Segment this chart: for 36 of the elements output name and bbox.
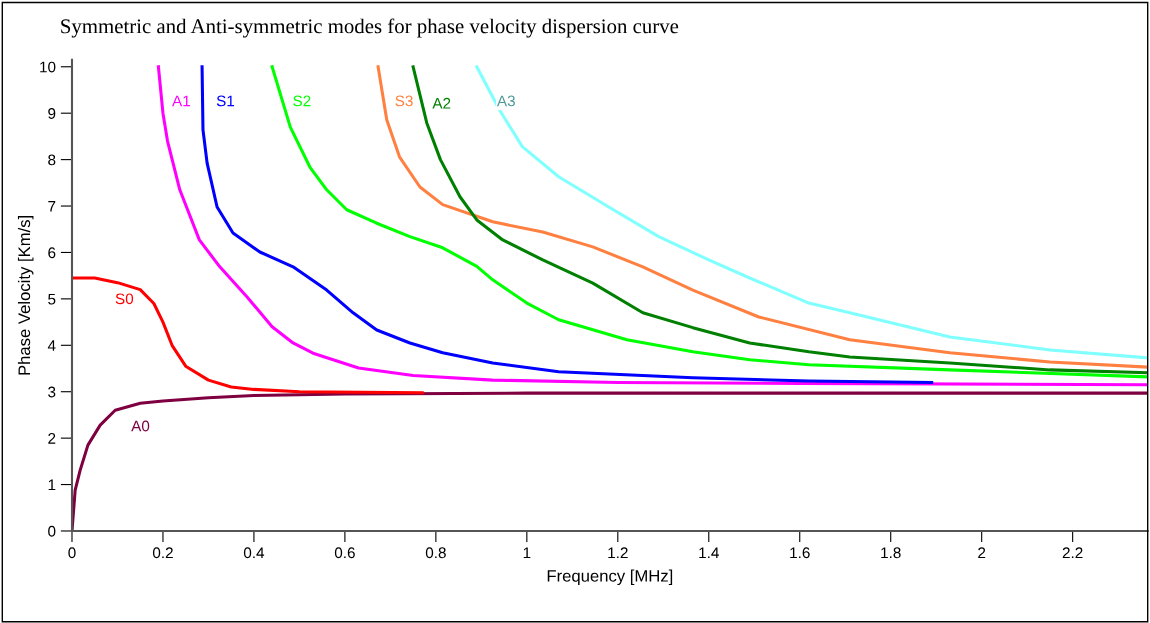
- y-tick-label: 6: [48, 247, 56, 259]
- x-tick-label: 2: [978, 547, 986, 559]
- y-tick-label: 4: [47, 340, 56, 351]
- x-tick-label: 0.2: [152, 547, 173, 559]
- series-label: S1: [216, 95, 235, 107]
- x-tick-label: 2.2: [1062, 547, 1083, 559]
- x-tick-label: 1.4: [699, 547, 719, 559]
- series-label: A0: [131, 420, 150, 432]
- y-tick-label: 5: [48, 293, 56, 305]
- y-tick-label: 3: [48, 386, 56, 398]
- series-label: A1: [172, 95, 190, 107]
- y-tick-label: 8: [48, 154, 56, 166]
- y-tick-label: 0: [48, 525, 56, 537]
- x-axis-title: Frequency [MHz]: [547, 569, 673, 586]
- x-tick-label: 0.4: [243, 547, 265, 559]
- y-axis-title: Phase Velocity [Km/s]: [17, 215, 34, 375]
- y-tick-label: 2: [48, 433, 56, 444]
- x-tick-label: 1: [523, 547, 531, 559]
- series-label: A3: [496, 95, 515, 107]
- series-label: S3: [395, 95, 413, 107]
- x-tick-label: 0.8: [425, 547, 446, 559]
- x-tick-label: 1.2: [608, 547, 628, 559]
- line-series: [200, 65, 934, 384]
- chart-title: Symmetric and Anti-symmetric modes for phase velocity dispersion curve: [61, 18, 679, 38]
- x-tick-label: 1.8: [881, 547, 901, 559]
- y-tick-label: 7: [48, 201, 56, 212]
- y-tick-label: 1: [48, 479, 56, 491]
- x-tick-label: 0.6: [334, 547, 355, 559]
- line-series: [71, 276, 424, 395]
- x-tick-label: 0: [68, 547, 76, 559]
- y-tick-label: 9: [48, 108, 56, 119]
- series-label: A2: [432, 97, 451, 109]
- series-label: S0: [115, 293, 134, 305]
- x-tick-label: 1.6: [790, 547, 810, 559]
- y-tick-label: 10: [40, 61, 56, 73]
- series-label: S2: [293, 95, 311, 107]
